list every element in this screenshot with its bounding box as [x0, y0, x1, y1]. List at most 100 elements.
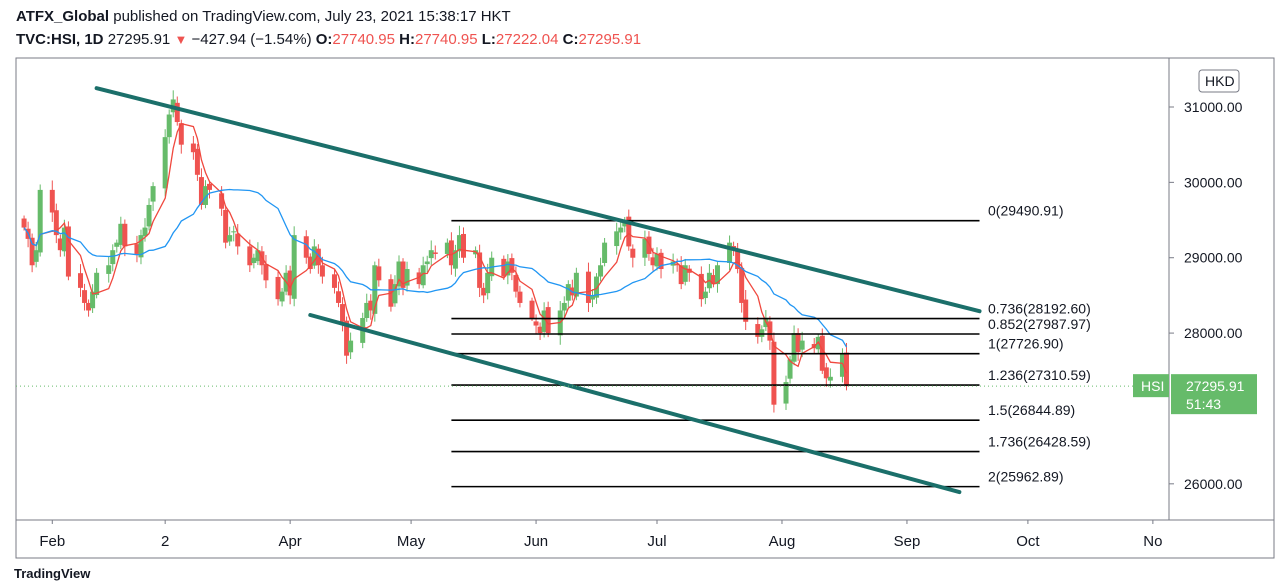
open-value: 27740.95 — [332, 31, 395, 48]
symbol-name: TVC:HSI, 1D — [16, 31, 104, 48]
candle-body — [529, 300, 535, 319]
low-label: L: — [481, 31, 496, 48]
price-tick-label: 29000.00 — [1184, 250, 1243, 266]
time-axis[interactable]: Feb 2 Apr May Jun Jul Aug Sep Oct No — [39, 520, 1162, 550]
candle-body — [626, 216, 632, 247]
high-label: H: — [399, 31, 415, 48]
price-axis[interactable]: 31000.00 30000.00 29000.00 28000.00 26000.00… — [1169, 69, 1243, 492]
candle-body — [57, 238, 63, 251]
candle-body — [198, 177, 204, 205]
candle-body — [650, 257, 656, 266]
candle-body — [420, 265, 426, 286]
candle-body — [843, 352, 849, 387]
candle-body — [545, 307, 551, 334]
candle-body — [344, 320, 350, 356]
candle-body — [319, 265, 325, 277]
candle-body — [424, 261, 430, 265]
candle-body — [456, 235, 462, 252]
candle-body — [598, 265, 604, 277]
candle-body — [223, 209, 229, 243]
candle-body — [134, 244, 140, 254]
candle-body — [279, 291, 285, 302]
candle-body — [53, 210, 59, 236]
candle-body — [364, 302, 370, 319]
candle-body — [138, 235, 144, 258]
candle-body — [573, 272, 579, 297]
candle-body — [642, 238, 648, 258]
candle-body — [602, 242, 608, 263]
price-change: −427.94 (−1.54%) — [191, 31, 312, 48]
candle-body — [21, 218, 27, 228]
candle-body — [759, 329, 765, 337]
publisher-name[interactable]: ATFX_Global — [16, 8, 110, 25]
candle-body — [710, 275, 716, 285]
candle-body — [585, 271, 591, 303]
price-tag-value: 27295.91 — [1186, 378, 1245, 394]
candle-body — [263, 264, 269, 281]
time-tick-label: May — [397, 533, 426, 550]
candle-body — [142, 227, 148, 237]
candle-body — [658, 252, 664, 270]
price-tick-label: 31000.00 — [1184, 99, 1243, 115]
candle-body — [678, 265, 684, 285]
candle-body — [839, 353, 845, 377]
candle-body — [118, 223, 124, 245]
candle-body — [565, 284, 571, 301]
candle-body — [368, 300, 374, 311]
candle-body — [654, 253, 660, 267]
open-label: O: — [315, 31, 333, 48]
candle-body — [618, 227, 624, 233]
time-tick-label: 2 — [161, 533, 169, 550]
time-tick-label: No — [1143, 533, 1162, 550]
last-price: 27295.91 — [107, 31, 171, 48]
candle-body — [755, 324, 761, 337]
high-value: 27740.95 — [415, 31, 478, 48]
candle-body — [783, 382, 789, 404]
time-tick-label: Oct — [1016, 533, 1040, 550]
candle-body — [331, 274, 337, 288]
candle-body — [432, 252, 438, 254]
candle-body — [311, 246, 317, 266]
price-tag-countdown: 51:43 — [1186, 396, 1221, 412]
candle-body — [396, 261, 402, 287]
candles — [21, 90, 849, 413]
candle-body — [78, 273, 84, 288]
candle-body — [448, 240, 454, 266]
candle-body — [247, 246, 253, 266]
candle-body — [340, 304, 346, 322]
candle-body — [190, 143, 196, 153]
candle-body — [106, 265, 112, 274]
candle-body — [146, 204, 152, 227]
price-tick-label: 28000.00 — [1184, 325, 1243, 341]
candle-body — [65, 226, 71, 277]
candle-body — [561, 302, 567, 311]
candle-body — [235, 233, 241, 247]
candle-body — [485, 272, 491, 294]
candle-body — [174, 102, 180, 123]
fib-level-label: 1(27726.90) — [988, 336, 1064, 352]
time-tick-label: Apr — [278, 533, 301, 550]
candle-body — [110, 250, 116, 265]
tradingview-logo[interactable]: TradingView — [14, 566, 91, 581]
candle-body — [194, 148, 200, 175]
time-tick-label: Sep — [894, 533, 921, 550]
fib-level-label: 0(29490.91) — [988, 203, 1064, 219]
candle-body — [739, 267, 745, 303]
close-value: 27295.91 — [578, 31, 642, 48]
ma-fast-line — [23, 122, 848, 374]
candle-body — [114, 242, 120, 247]
candle-body — [219, 193, 225, 209]
ma-slow-line — [23, 188, 848, 348]
candle-body — [541, 310, 547, 332]
down-arrow-icon: ▼ — [174, 32, 188, 47]
currency-badge[interactable] — [1198, 69, 1240, 93]
candle-body — [315, 248, 321, 266]
candle-body — [533, 321, 539, 326]
candle-body — [392, 284, 398, 304]
symbol-line: TVC:HSI, 1D 27295.91 ▼ −427.94 (−1.54%) … — [16, 31, 641, 48]
trend-channel — [94, 86, 982, 495]
candle-body — [799, 340, 805, 350]
candle-body — [460, 233, 466, 258]
candle-body — [517, 291, 523, 303]
